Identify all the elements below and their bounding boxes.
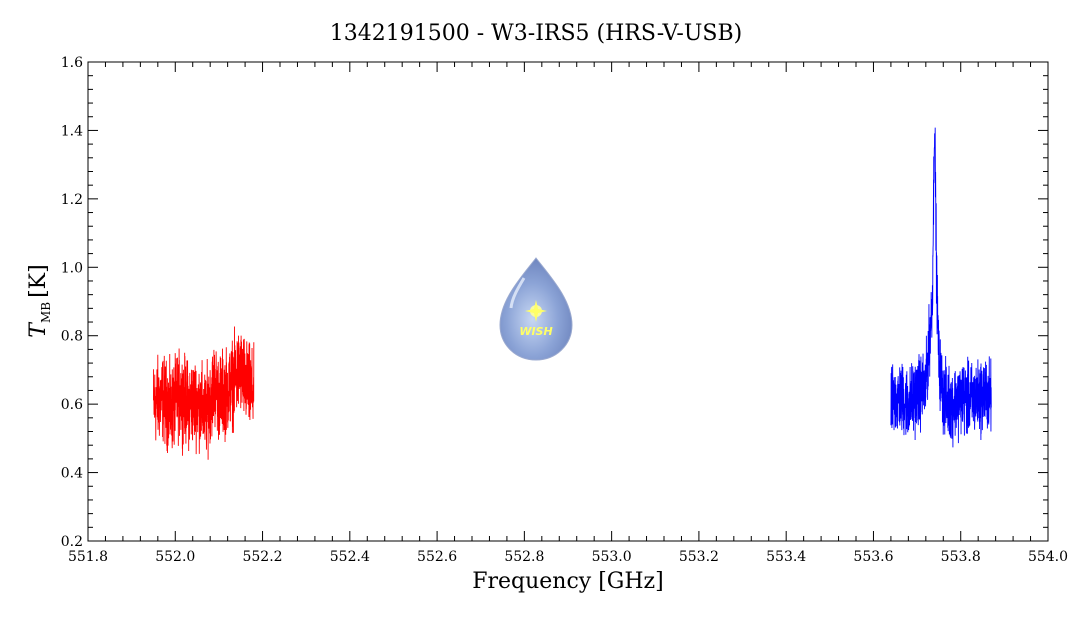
x-tick-label: 551.8 (68, 549, 108, 565)
y-tick-label: 1.6 (61, 55, 83, 71)
x-tick-label: 552.0 (155, 549, 195, 565)
x-tick-label: 553.2 (679, 549, 719, 565)
y-tick-label: 1.0 (61, 260, 83, 276)
wish-logo: WISH (499, 257, 573, 361)
y-axis: 0.2 0.4 0.6 0.8 1.0 1.2 1.4 1.6 (61, 55, 1048, 550)
chart-title: 1342191500 - W3-IRS5 (HRS-V-USB) (330, 21, 742, 46)
svg-text:TMB[K]: TMB [K] (26, 264, 53, 337)
x-tick-label: 554.0 (1028, 549, 1068, 565)
x-axis: 551.8 552.0 552.2 552.4 552.6 552.8 553.0 553.2… (68, 62, 1068, 565)
x-tick-label: 552.2 (242, 549, 282, 565)
y-axis-label-main: T (26, 321, 51, 338)
series-line-1 (890, 127, 992, 448)
y-tick-label: 0.2 (61, 534, 83, 550)
y-axis-label: TMB [K] (26, 264, 53, 337)
y-tick-label: 0.6 (61, 397, 83, 413)
y-axis-label-sub: MB (39, 302, 53, 323)
y-tick-label: 0.8 (61, 329, 83, 345)
x-tick-label: 553.6 (853, 549, 893, 565)
plot-area (153, 127, 992, 460)
logo-text: WISH (519, 325, 552, 338)
x-tick-label: 552.6 (417, 549, 457, 565)
plot-frame (87, 61, 1049, 542)
y-axis-label-unit: [K] (26, 264, 51, 298)
x-tick-label: 553.0 (592, 549, 632, 565)
series-line-0 (153, 326, 255, 460)
x-tick-label: 552.4 (330, 549, 370, 565)
x-tick-label: 553.8 (941, 549, 981, 565)
y-tick-label: 1.2 (61, 192, 83, 208)
y-tick-label: 1.4 (61, 123, 83, 139)
x-tick-label: 552.8 (504, 549, 544, 565)
star-icon (525, 300, 547, 322)
y-tick-label: 0.4 (61, 466, 83, 482)
x-tick-label: 553.4 (766, 549, 806, 565)
x-axis-label: Frequency [GHz] (472, 569, 664, 594)
